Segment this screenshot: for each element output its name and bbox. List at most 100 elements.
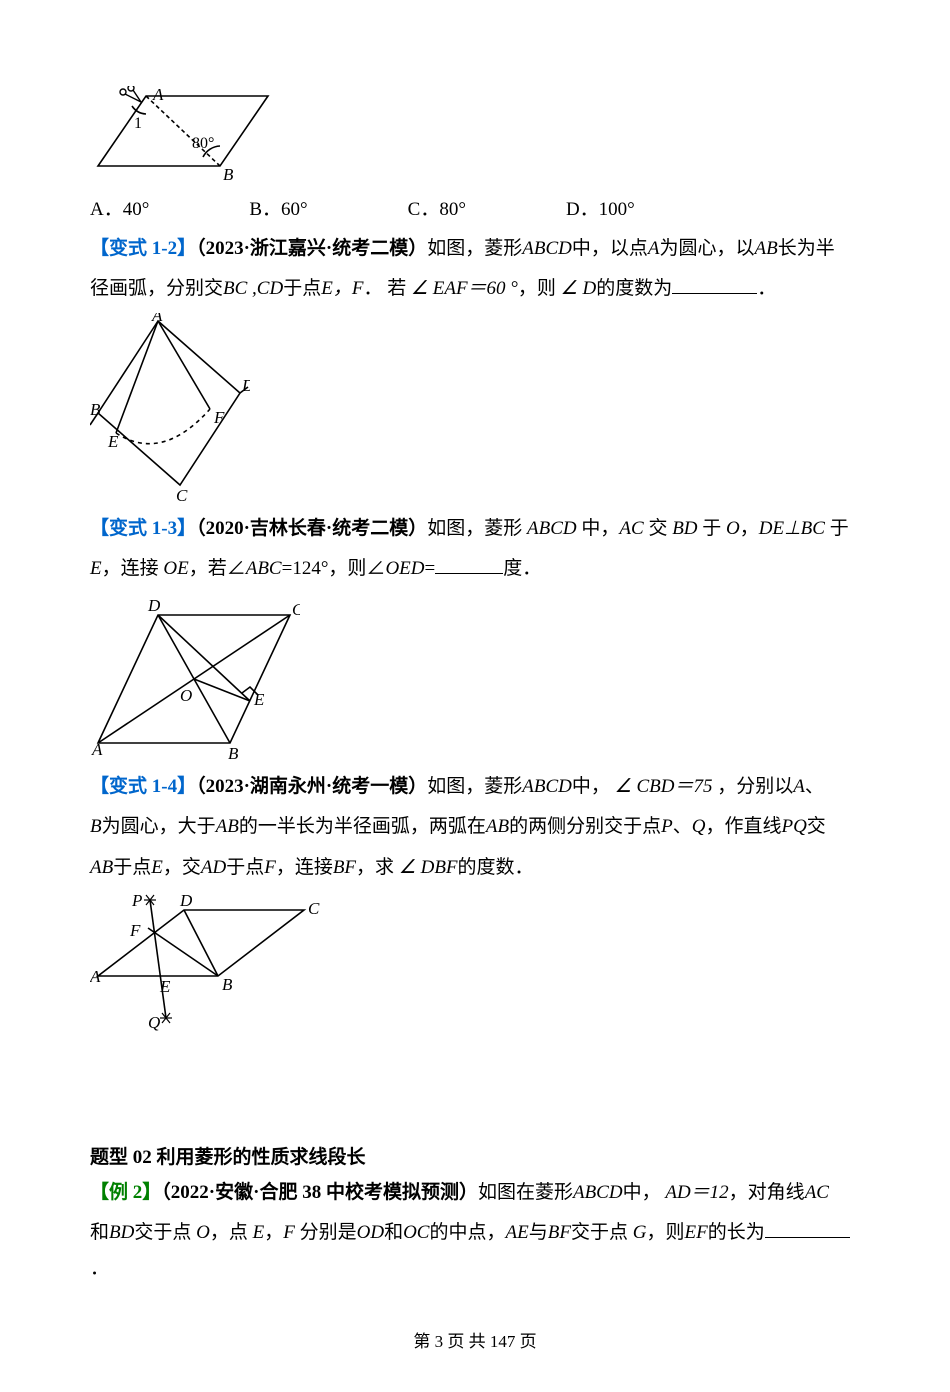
problem-1-4-line1: 【变式 1-4】（2023·湖南永州·统考一模）如图，菱形ABCD中， ∠ CB… [90,769,860,805]
p13-t3: 交 [644,518,673,539]
p13-t6: 于 [825,518,849,539]
p13-t9: =124°，则∠ [282,558,386,579]
p14-ad: AD [201,857,226,878]
problem-1-3-source: （2020·吉林长春·统考二模） [196,518,427,539]
p14-q: Q [692,816,706,837]
svg-text:B: B [223,165,234,184]
p13-t10: = [425,558,436,579]
option-a-letter: A． [90,199,123,220]
p12-t3: 为圆心，以 [660,238,755,259]
p14-t11: 于点 [113,857,151,878]
p13-blank [435,553,503,574]
p13-ac: AC [619,518,643,539]
ex2-t6: ，点 [210,1222,253,1243]
problem-1-2-line2: 径画弧，分别交BC ,CD于点E，F． 若 ∠ EAF＝60 °，则 ∠ D的度… [90,271,860,307]
ex2-t2: 中， [623,1182,661,1203]
svg-text:E: E [159,977,171,996]
p14-p: P [661,816,673,837]
svg-text:C: C [292,600,300,619]
ex2-e: E [253,1222,265,1243]
p14-e: E [151,857,163,878]
option-c-value: 80° [439,199,466,220]
ex2-ac: AC [805,1182,829,1203]
p12-blank [672,273,757,294]
ex2-t3: ，对角线 [729,1182,805,1203]
ex2-t13: ，则 [646,1222,684,1243]
diagram-rhombus-diagonals: A B C D O E [90,593,860,761]
svg-text:B: B [228,744,239,761]
p12-t1: 如图，菱形 [427,238,522,259]
svg-text:D: D [241,376,250,395]
p13-debc: DE⊥BC [759,518,825,539]
footer-suffix: 页 [515,1332,536,1351]
ex2-blank [765,1217,850,1238]
p14-ab2: AB [486,816,509,837]
p12-t2: 中，以点 [572,238,648,259]
ex2-bf: BF [548,1222,571,1243]
p14-t12: ，交 [163,857,201,878]
p12-e: E [321,278,333,299]
ex2-t7: ， [264,1222,283,1243]
diagram-parallelogram-fold: A B 1 80° [90,86,860,186]
ex2-o: O [196,1222,210,1243]
option-d-value: 100° [599,199,635,220]
p13-abcd: ABCD [527,518,577,539]
p12-t5: 径画弧，分别交 [90,278,223,299]
example-2-source: （2022·安徽·合肥 38 中校考模拟预测） [161,1182,478,1203]
svg-text:1: 1 [134,115,142,132]
p12-t4: 长为半 [778,238,835,259]
p14-t7: 的两侧分别交于点 [509,816,661,837]
answer-options: A．40° B．60° C．80° D．100° [90,194,860,221]
svg-text:A: A [151,313,163,325]
option-a: A．40° [90,194,149,221]
p14-t9: ，作直线 [705,816,781,837]
option-d-letter: D． [566,199,599,220]
p12-t7: ． 若 [363,278,406,299]
ex2-t8: 分别是 [295,1222,357,1243]
option-b: B．60° [249,194,307,221]
p13-e: E [90,558,102,579]
p14-t2: 中， [572,776,610,797]
svg-text:B: B [90,400,101,419]
ex2-bd: BD [109,1222,134,1243]
ex2-od: OD [357,1222,384,1243]
svg-text:F: F [129,921,141,940]
p13-oed: OED [385,558,424,579]
p12-eaf: ∠ EAF＝60 ° [406,278,518,299]
ex2-t10: 的中点， [429,1222,505,1243]
p13-t5: ， [740,518,759,539]
option-a-value: 40° [123,199,150,220]
svg-text:D: D [147,596,161,615]
problem-1-2-source: （2023·浙江嘉兴·统考二模） [196,238,427,259]
ex2-t9: 和 [384,1222,403,1243]
p13-t7: ，连接 [102,558,164,579]
p14-pq: PQ [781,816,806,837]
ex2-g: G [633,1222,647,1243]
svg-text:P: P [131,892,142,910]
p12-a: A [648,238,660,259]
p12-t6: 于点 [283,278,321,299]
p14-t1: 如图，菱形 [427,776,522,797]
option-d: D．100° [566,194,635,221]
option-b-letter: B． [249,199,281,220]
section-heading-02: 题型 02 利用菱形的性质求线段长 [90,1142,860,1169]
problem-1-2-line1: 【变式 1-2】（2023·浙江嘉兴·统考二模）如图，菱形ABCD中，以点A为圆… [90,231,860,267]
p13-oe: OE [163,558,188,579]
ex2-t5: 交于点 [134,1222,196,1243]
ex2-period: ． [90,1258,109,1279]
svg-text:A: A [91,740,103,759]
p14-t6: 的一半长为半径画弧，两弧在 [239,816,486,837]
ex2-t12: 交于点 [571,1222,633,1243]
p13-t11: 度． [503,558,541,579]
p12-d: ∠ D [556,278,596,299]
footer-prefix: 第 [413,1332,434,1351]
p14-ab: AB [216,816,239,837]
problem-1-2-label: 【变式 1-2】 [90,238,196,259]
p13-t8: ，若∠ [189,558,246,579]
p12-bccd: BC ,CD [223,278,283,299]
p14-t14: ，连接 [276,857,333,878]
example-2-label: 【例 2】 [90,1182,161,1203]
p14-bf: BF [333,857,356,878]
p12-abcd: ABCD [522,238,572,259]
ex2-ae: AE [506,1222,529,1243]
